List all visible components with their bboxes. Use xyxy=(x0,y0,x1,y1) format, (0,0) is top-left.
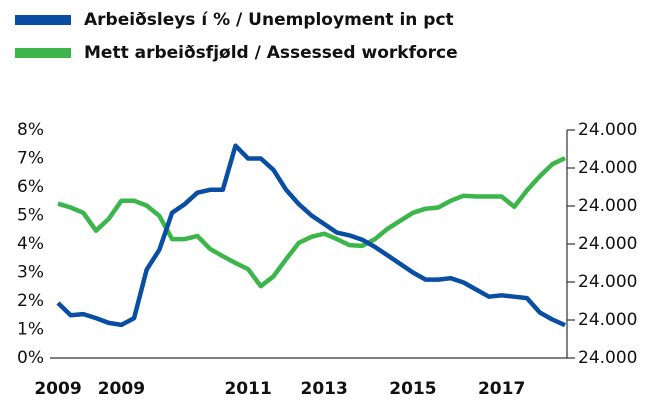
y-tick-label: 8% xyxy=(17,120,44,140)
y-tick-label: 2% xyxy=(17,291,44,311)
y2-tick-label: 24.000 xyxy=(578,158,637,178)
x-tick-label: 2013 xyxy=(301,379,348,399)
y-tick-label: 1% xyxy=(17,320,44,340)
y-tick-label: 7% xyxy=(17,149,44,169)
y-tick-label: 6% xyxy=(17,177,44,197)
y2-tick-label: 24.000 xyxy=(578,196,637,216)
x-tick-label: 2017 xyxy=(478,379,525,399)
y2-tick-label: 24.000 xyxy=(578,272,637,292)
y2-tick-label: 24.000 xyxy=(578,348,637,368)
legend-swatch xyxy=(15,48,71,58)
series-line xyxy=(57,156,566,289)
y2-tick-label: 24.000 xyxy=(578,234,637,254)
y-tick-label: 5% xyxy=(17,206,44,226)
x-tick-label: 2011 xyxy=(224,379,271,399)
x-tick-label: 2015 xyxy=(389,379,436,399)
y-tick-label: 4% xyxy=(17,234,44,254)
legend-label: Mett arbeiðsfjøld / Assessed workforce xyxy=(84,43,458,63)
x-tick-label: 2009 xyxy=(98,379,145,399)
legend-label: Arbeiðsleys í % / Unemployment in pct xyxy=(84,10,454,30)
legend-swatch xyxy=(15,15,71,25)
x-tick-label: 2009 xyxy=(34,379,81,399)
y-tick-label: 3% xyxy=(17,263,44,283)
series-line xyxy=(56,143,566,328)
y-tick-label: 0% xyxy=(17,348,44,368)
y2-tick-label: 24.000 xyxy=(578,120,637,140)
y2-tick-label: 24.000 xyxy=(578,310,637,330)
